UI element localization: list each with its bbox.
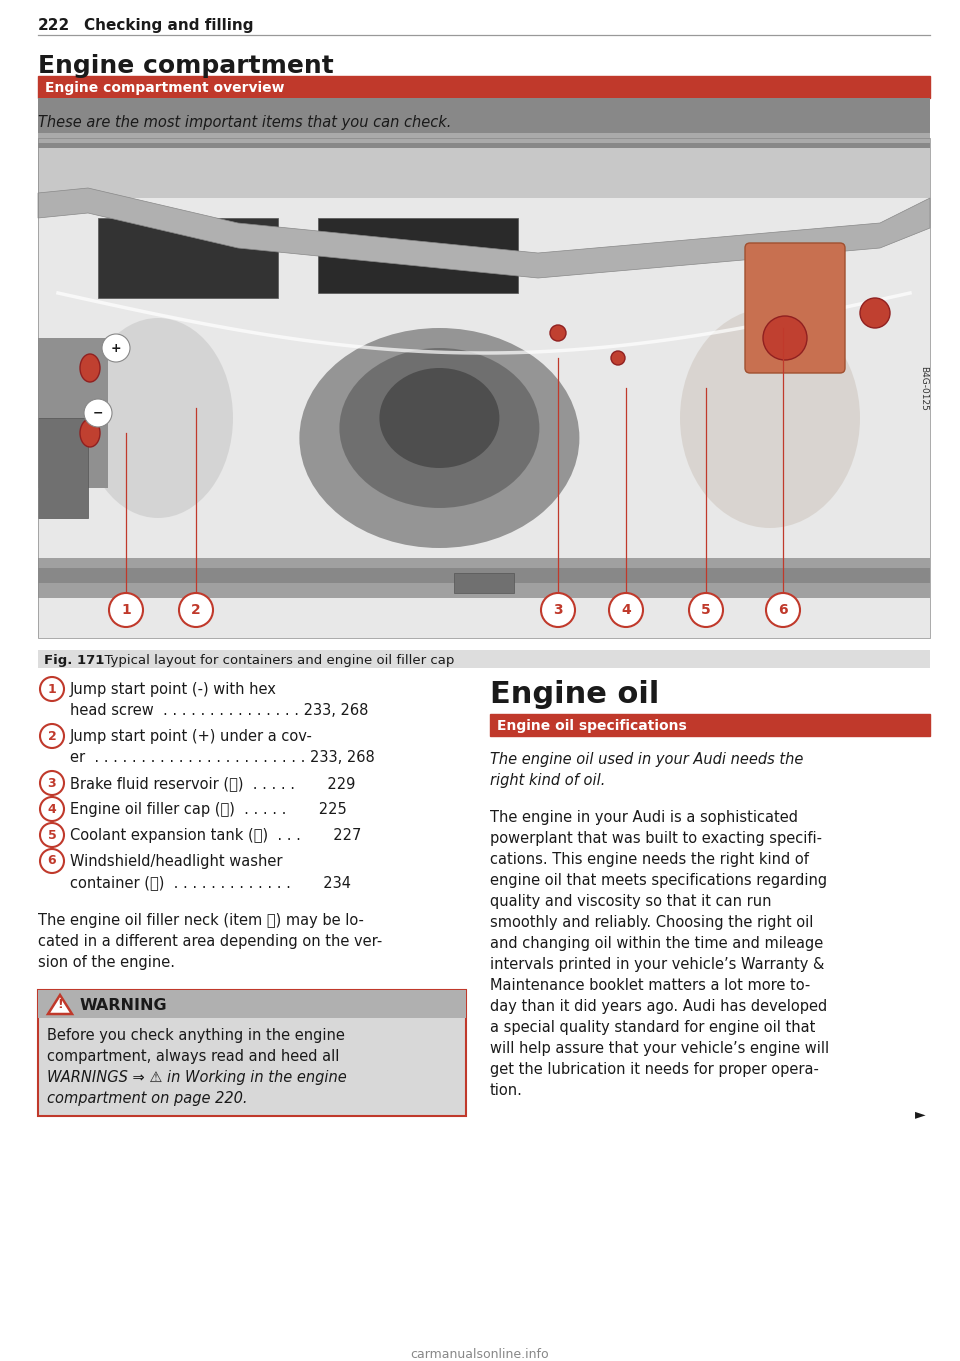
Text: Engine oil filler cap (⛲)  . . . . .       225: Engine oil filler cap (⛲) . . . . . 225 <box>70 802 347 817</box>
Text: 6: 6 <box>48 855 57 867</box>
Text: Typical layout for containers and engine oil filler cap: Typical layout for containers and engine… <box>96 653 454 667</box>
Text: +: + <box>110 342 121 354</box>
Text: !: ! <box>58 999 62 1011</box>
Text: WARNINGS ⇒ ⚠ in Working in the engine: WARNINGS ⇒ ⚠ in Working in the engine <box>47 1070 347 1085</box>
Text: The engine oil used in your Audi needs the: The engine oil used in your Audi needs t… <box>490 753 804 768</box>
Text: 4: 4 <box>621 603 631 617</box>
Text: intervals printed in your vehicle’s Warranty &: intervals printed in your vehicle’s Warr… <box>490 957 825 972</box>
Text: The engine in your Audi is a sophisticated: The engine in your Audi is a sophisticat… <box>490 810 798 825</box>
Text: powerplant that was built to exacting specifi-: powerplant that was built to exacting sp… <box>490 832 822 847</box>
Text: day than it did years ago. Audi has developed: day than it did years ago. Audi has deve… <box>490 999 828 1014</box>
Ellipse shape <box>550 325 566 342</box>
Text: er  . . . . . . . . . . . . . . . . . . . . . . . 233, 268: er . . . . . . . . . . . . . . . . . . .… <box>70 750 374 765</box>
Text: get the lubrication it needs for proper opera-: get the lubrication it needs for proper … <box>490 1062 819 1077</box>
Text: Jump start point (-) with hex: Jump start point (-) with hex <box>70 682 276 697</box>
Ellipse shape <box>340 348 540 508</box>
Text: quality and viscosity so that it can run: quality and viscosity so that it can run <box>490 894 772 909</box>
Bar <box>38 651 930 668</box>
Bar <box>38 98 930 148</box>
Bar <box>38 133 930 143</box>
Bar <box>454 573 514 593</box>
Circle shape <box>109 593 143 627</box>
Bar <box>38 137 930 197</box>
Text: compartment, always read and heed all: compartment, always read and heed all <box>47 1049 340 1064</box>
Polygon shape <box>38 188 930 278</box>
Bar <box>490 715 930 736</box>
Bar <box>318 218 518 293</box>
Text: Fig. 171: Fig. 171 <box>44 653 105 667</box>
Text: smoothly and reliably. Choosing the right oil: smoothly and reliably. Choosing the righ… <box>490 915 813 930</box>
Text: sion of the engine.: sion of the engine. <box>38 955 175 970</box>
Bar <box>98 218 278 298</box>
Text: head screw  . . . . . . . . . . . . . . . 233, 268: head screw . . . . . . . . . . . . . . .… <box>70 704 369 719</box>
Bar <box>38 137 930 638</box>
Circle shape <box>689 593 723 627</box>
FancyBboxPatch shape <box>745 244 845 373</box>
Circle shape <box>609 593 643 627</box>
Text: 2: 2 <box>48 729 57 743</box>
Text: and changing oil within the time and mileage: and changing oil within the time and mil… <box>490 936 824 951</box>
Bar <box>38 76 930 98</box>
Text: Maintenance booklet matters a lot more to-: Maintenance booklet matters a lot more t… <box>490 979 810 994</box>
Text: Engine oil: Engine oil <box>490 680 660 709</box>
Text: a special quality standard for engine oil that: a special quality standard for engine oi… <box>490 1019 815 1034</box>
Text: Jump start point (+) under a cov-: Jump start point (+) under a cov- <box>70 729 313 744</box>
Text: 5: 5 <box>48 829 57 841</box>
Text: These are the most important items that you can check.: These are the most important items that … <box>38 114 451 131</box>
Text: Engine oil specifications: Engine oil specifications <box>497 719 686 734</box>
Text: 6: 6 <box>779 603 788 617</box>
Text: B4G-0125: B4G-0125 <box>920 366 928 411</box>
Circle shape <box>84 399 112 427</box>
Text: compartment on page 220.: compartment on page 220. <box>47 1092 248 1106</box>
Circle shape <box>766 593 800 627</box>
Text: ►: ► <box>916 1106 926 1121</box>
Ellipse shape <box>611 351 625 365</box>
Circle shape <box>763 316 807 361</box>
Text: Coolant expansion tank (⏫)  . . .       227: Coolant expansion tank (⏫) . . . 227 <box>70 827 361 842</box>
Bar <box>38 568 930 583</box>
Bar <box>38 137 930 638</box>
Text: 3: 3 <box>48 777 57 789</box>
Text: WARNING: WARNING <box>80 998 168 1013</box>
Text: cated in a different area depending on the ver-: cated in a different area depending on t… <box>38 934 382 949</box>
Text: −: − <box>93 407 104 419</box>
Text: 3: 3 <box>553 603 563 617</box>
Text: will help assure that your vehicle’s engine will: will help assure that your vehicle’s eng… <box>490 1041 829 1056</box>
Circle shape <box>179 593 213 627</box>
Text: Engine compartment: Engine compartment <box>38 54 334 78</box>
Text: 2: 2 <box>191 603 201 617</box>
Text: 222: 222 <box>38 18 70 33</box>
Text: 1: 1 <box>48 682 57 695</box>
Polygon shape <box>48 995 72 1014</box>
Bar <box>38 558 930 597</box>
Bar <box>38 989 466 1018</box>
Ellipse shape <box>80 419 100 446</box>
Text: cations. This engine needs the right kind of: cations. This engine needs the right kin… <box>490 852 809 867</box>
Circle shape <box>541 593 575 627</box>
Text: Windshield/headlight washer: Windshield/headlight washer <box>70 853 282 870</box>
Ellipse shape <box>379 367 499 468</box>
Bar <box>38 418 88 519</box>
Text: tion.: tion. <box>490 1083 523 1098</box>
Circle shape <box>102 333 130 362</box>
Text: 1: 1 <box>121 603 131 617</box>
Ellipse shape <box>680 308 860 528</box>
Text: Brake fluid reservoir (ⓞ)  . . . . .       229: Brake fluid reservoir (ⓞ) . . . . . 229 <box>70 776 355 791</box>
Text: engine oil that meets specifications regarding: engine oil that meets specifications reg… <box>490 872 828 887</box>
Circle shape <box>860 298 890 328</box>
Ellipse shape <box>83 318 233 519</box>
Text: Engine compartment overview: Engine compartment overview <box>45 82 284 95</box>
Text: 5: 5 <box>701 603 710 617</box>
Ellipse shape <box>80 354 100 382</box>
Text: right kind of oil.: right kind of oil. <box>490 773 606 788</box>
Text: Checking and filling: Checking and filling <box>84 18 253 33</box>
Text: Before you check anything in the engine: Before you check anything in the engine <box>47 1028 345 1043</box>
Text: 4: 4 <box>48 803 57 815</box>
Ellipse shape <box>300 328 580 548</box>
Bar <box>38 989 466 1116</box>
Text: carmanualsonline.info: carmanualsonline.info <box>411 1347 549 1361</box>
Text: The engine oil filler neck (item ⓓ) may be lo-: The engine oil filler neck (item ⓓ) may … <box>38 913 364 928</box>
Bar <box>38 338 108 489</box>
Text: container (⓾)  . . . . . . . . . . . . .       234: container (⓾) . . . . . . . . . . . . . … <box>70 875 351 890</box>
